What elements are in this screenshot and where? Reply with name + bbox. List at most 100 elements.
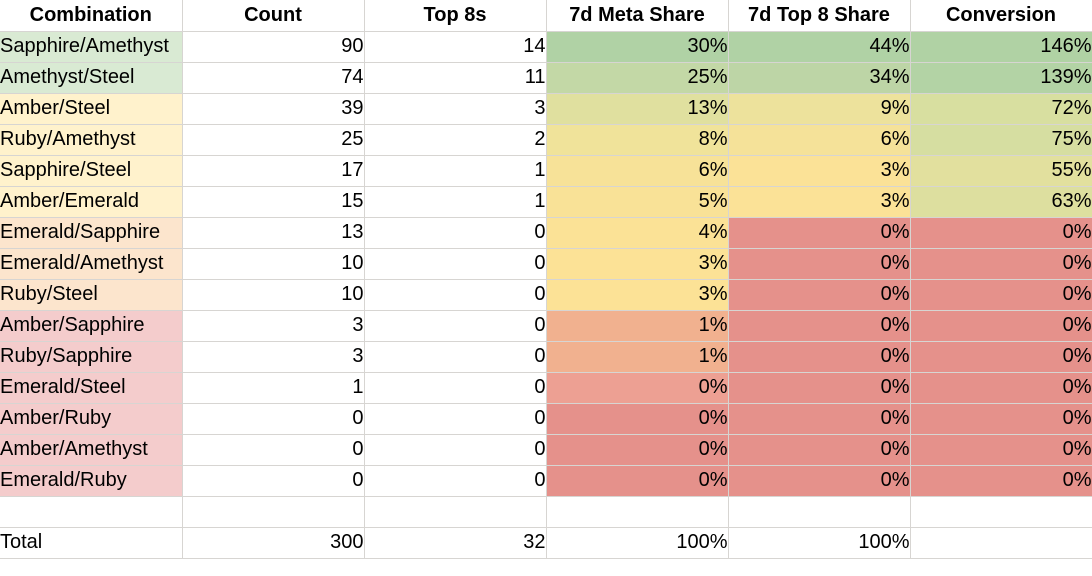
cell-top8s[interactable]: 0 <box>364 341 547 373</box>
header-count[interactable]: Count <box>182 0 365 32</box>
cell-top8s[interactable] <box>364 496 547 528</box>
cell-conversion[interactable]: 0% <box>910 434 1092 466</box>
cell-meta[interactable]: 0% <box>546 372 729 404</box>
cell-count[interactable]: 1 <box>182 372 365 404</box>
cell-count[interactable]: 0 <box>182 403 365 435</box>
cell-combination[interactable]: Sapphire/Steel <box>0 155 183 187</box>
cell-combination[interactable]: Amber/Sapphire <box>0 310 183 342</box>
cell-top8s[interactable]: 0 <box>364 279 547 311</box>
cell-meta[interactable]: 1% <box>546 310 729 342</box>
cell-top8-share[interactable]: 6% <box>728 124 911 156</box>
cell-meta[interactable]: 5% <box>546 186 729 218</box>
cell-top8-share[interactable]: 0% <box>728 434 911 466</box>
cell-count[interactable]: 10 <box>182 248 365 280</box>
header-7d-top-8-share[interactable]: 7d Top 8 Share <box>728 0 911 32</box>
cell-combination[interactable]: Amber/Ruby <box>0 403 183 435</box>
cell-top8s[interactable]: 0 <box>364 248 547 280</box>
cell-count[interactable]: 13 <box>182 217 365 249</box>
cell-meta[interactable] <box>546 496 729 528</box>
cell-top8-share[interactable] <box>728 496 911 528</box>
cell-top8-share[interactable]: 34% <box>728 62 911 94</box>
cell-conversion[interactable]: 0% <box>910 372 1092 404</box>
cell-conversion[interactable]: 146% <box>910 31 1092 63</box>
cell-combination[interactable]: Sapphire/Amethyst <box>0 31 183 63</box>
cell-meta[interactable]: 30% <box>546 31 729 63</box>
cell-top8s[interactable]: 0 <box>364 372 547 404</box>
cell-top8-share[interactable]: 0% <box>728 465 911 497</box>
cell-count[interactable]: 17 <box>182 155 365 187</box>
cell-count[interactable]: 300 <box>182 527 365 559</box>
cell-meta[interactable]: 3% <box>546 248 729 280</box>
cell-meta[interactable]: 13% <box>546 93 729 125</box>
cell-combination[interactable]: Ruby/Amethyst <box>0 124 183 156</box>
header-top-8s[interactable]: Top 8s <box>364 0 547 32</box>
cell-count[interactable]: 3 <box>182 341 365 373</box>
cell-meta[interactable]: 0% <box>546 465 729 497</box>
cell-count[interactable]: 25 <box>182 124 365 156</box>
cell-count[interactable]: 0 <box>182 465 365 497</box>
cell-conversion[interactable]: 63% <box>910 186 1092 218</box>
cell-meta[interactable]: 0% <box>546 403 729 435</box>
cell-combination[interactable]: Ruby/Steel <box>0 279 183 311</box>
cell-count[interactable]: 0 <box>182 434 365 466</box>
cell-combination[interactable]: Emerald/Steel <box>0 372 183 404</box>
cell-combination[interactable]: Ruby/Sapphire <box>0 341 183 373</box>
cell-count[interactable]: 15 <box>182 186 365 218</box>
cell-conversion[interactable]: 75% <box>910 124 1092 156</box>
cell-top8s[interactable]: 0 <box>364 403 547 435</box>
cell-top8s[interactable]: 0 <box>364 217 547 249</box>
cell-top8-share[interactable]: 0% <box>728 279 911 311</box>
cell-top8-share[interactable]: 3% <box>728 186 911 218</box>
cell-top8s[interactable]: 1 <box>364 186 547 218</box>
cell-conversion[interactable]: 0% <box>910 217 1092 249</box>
cell-conversion[interactable]: 55% <box>910 155 1092 187</box>
cell-top8-share[interactable]: 0% <box>728 217 911 249</box>
cell-count[interactable]: 90 <box>182 31 365 63</box>
cell-top8s[interactable]: 2 <box>364 124 547 156</box>
cell-count[interactable]: 10 <box>182 279 365 311</box>
cell-top8-share[interactable]: 0% <box>728 372 911 404</box>
cell-meta[interactable]: 8% <box>546 124 729 156</box>
cell-meta[interactable]: 100% <box>546 527 729 559</box>
cell-combination[interactable]: Emerald/Amethyst <box>0 248 183 280</box>
cell-count[interactable]: 39 <box>182 93 365 125</box>
cell-conversion[interactable]: 0% <box>910 279 1092 311</box>
cell-conversion[interactable]: 139% <box>910 62 1092 94</box>
cell-top8-share[interactable]: 0% <box>728 248 911 280</box>
cell-top8s[interactable]: 14 <box>364 31 547 63</box>
cell-combination[interactable] <box>0 496 183 528</box>
cell-top8s[interactable]: 32 <box>364 527 547 559</box>
cell-conversion[interactable]: 0% <box>910 403 1092 435</box>
cell-conversion[interactable] <box>910 496 1092 528</box>
header-combination[interactable]: Combination <box>0 0 183 32</box>
cell-conversion[interactable]: 0% <box>910 310 1092 342</box>
cell-meta[interactable]: 1% <box>546 341 729 373</box>
cell-top8-share[interactable]: 9% <box>728 93 911 125</box>
cell-top8-share[interactable]: 100% <box>728 527 911 559</box>
cell-meta[interactable]: 4% <box>546 217 729 249</box>
cell-meta[interactable]: 25% <box>546 62 729 94</box>
cell-top8s[interactable]: 1 <box>364 155 547 187</box>
cell-count[interactable]: 3 <box>182 310 365 342</box>
cell-count[interactable] <box>182 496 365 528</box>
cell-top8-share[interactable]: 0% <box>728 310 911 342</box>
cell-combination[interactable]: Amber/Amethyst <box>0 434 183 466</box>
cell-combination[interactable]: Amethyst/Steel <box>0 62 183 94</box>
cell-top8s[interactable]: 3 <box>364 93 547 125</box>
cell-conversion[interactable] <box>910 527 1092 559</box>
cell-conversion[interactable]: 72% <box>910 93 1092 125</box>
cell-combination[interactable]: Emerald/Ruby <box>0 465 183 497</box>
cell-top8s[interactable]: 11 <box>364 62 547 94</box>
cell-top8-share[interactable]: 44% <box>728 31 911 63</box>
cell-top8s[interactable]: 0 <box>364 310 547 342</box>
cell-meta[interactable]: 3% <box>546 279 729 311</box>
cell-meta[interactable]: 0% <box>546 434 729 466</box>
cell-top8-share[interactable]: 0% <box>728 403 911 435</box>
cell-combination[interactable]: Amber/Emerald <box>0 186 183 218</box>
cell-top8-share[interactable]: 3% <box>728 155 911 187</box>
header-7d-meta-share[interactable]: 7d Meta Share <box>546 0 729 32</box>
header-conversion[interactable]: Conversion <box>910 0 1092 32</box>
cell-top8s[interactable]: 0 <box>364 434 547 466</box>
cell-conversion[interactable]: 0% <box>910 248 1092 280</box>
cell-combination[interactable]: Emerald/Sapphire <box>0 217 183 249</box>
